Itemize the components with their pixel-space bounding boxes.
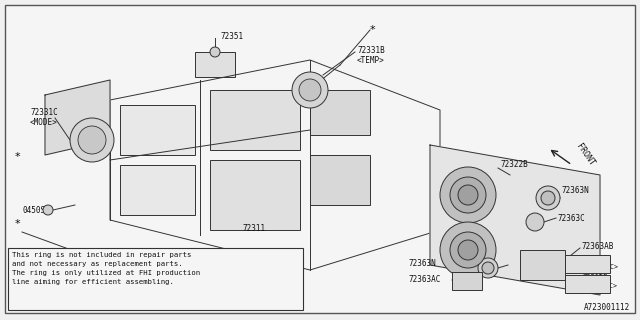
Text: *: *: [14, 152, 20, 162]
Circle shape: [78, 126, 106, 154]
Text: 72331C: 72331C: [30, 108, 58, 116]
Bar: [520, 250, 565, 280]
Bar: [120, 165, 195, 215]
Text: 72322B: 72322B: [500, 159, 528, 169]
Bar: [8, 248, 303, 310]
Text: 72363AB: 72363AB: [582, 242, 614, 251]
Text: *: *: [369, 25, 375, 35]
Circle shape: [440, 167, 496, 223]
Text: <TEMP>: <TEMP>: [357, 55, 385, 65]
Circle shape: [478, 258, 498, 278]
Polygon shape: [45, 80, 110, 155]
Circle shape: [450, 232, 486, 268]
Bar: [565, 275, 610, 293]
Circle shape: [440, 222, 496, 278]
Circle shape: [43, 205, 53, 215]
Bar: [452, 272, 482, 290]
Text: This ring is not included in repair parts
and not necessary as replacement parts: This ring is not included in repair part…: [12, 252, 200, 285]
Circle shape: [450, 177, 486, 213]
Text: 72363N: 72363N: [408, 260, 436, 268]
Bar: [310, 155, 370, 205]
Bar: [195, 52, 235, 77]
Circle shape: [292, 72, 328, 108]
Text: <EXC.A/C>: <EXC.A/C>: [582, 283, 618, 289]
Text: 72331B: 72331B: [357, 45, 385, 54]
Circle shape: [70, 118, 114, 162]
Circle shape: [458, 185, 478, 205]
Polygon shape: [430, 145, 600, 295]
Circle shape: [299, 79, 321, 101]
Circle shape: [541, 191, 555, 205]
Text: 72315B: 72315B: [582, 274, 607, 280]
Text: 0450S: 0450S: [22, 205, 45, 214]
Text: 72311: 72311: [242, 223, 265, 233]
Circle shape: [482, 262, 494, 274]
Bar: [210, 160, 300, 230]
Text: 72363N: 72363N: [562, 186, 589, 195]
Text: 72351: 72351: [220, 31, 243, 41]
Bar: [120, 105, 195, 155]
Bar: [310, 90, 370, 135]
Circle shape: [526, 213, 544, 231]
Text: 72363AC: 72363AC: [408, 276, 440, 284]
Text: FRONT: FRONT: [574, 142, 596, 168]
Circle shape: [458, 240, 478, 260]
Text: 72363C: 72363C: [558, 213, 586, 222]
Bar: [565, 255, 610, 273]
Bar: [210, 90, 300, 150]
Circle shape: [536, 186, 560, 210]
Text: *: *: [14, 219, 20, 229]
Circle shape: [210, 47, 220, 57]
Text: <FOR A/C>: <FOR A/C>: [582, 264, 618, 270]
Text: <MODE>: <MODE>: [30, 117, 58, 126]
Text: A723001112: A723001112: [584, 303, 630, 312]
Text: 72363T: 72363T: [582, 255, 607, 261]
